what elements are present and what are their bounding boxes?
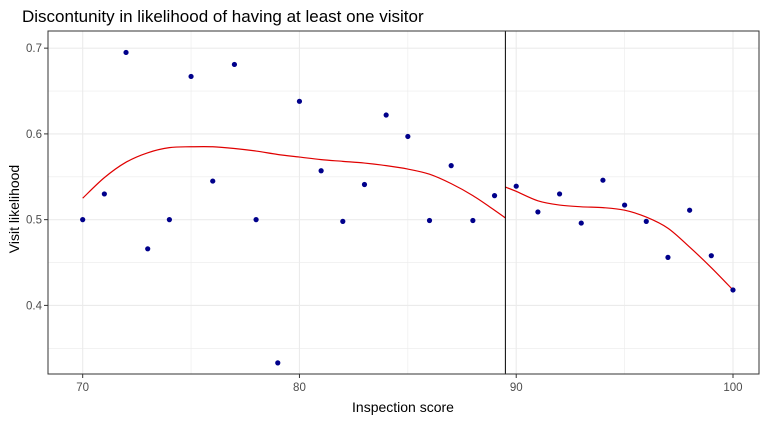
data-point <box>80 217 86 223</box>
data-point <box>318 168 324 174</box>
data-point <box>687 207 693 213</box>
data-point <box>643 218 649 224</box>
x-tick-label: 70 <box>76 382 89 394</box>
y-axis-title: Visit likelihood <box>6 165 22 253</box>
y-tick-label: 0.5 <box>26 215 42 227</box>
data-point <box>166 217 172 223</box>
grid-lines <box>48 31 759 374</box>
data-point <box>296 98 303 104</box>
y-tick-label: 0.7 <box>26 43 42 55</box>
data-point <box>123 49 129 56</box>
data-point <box>730 287 736 293</box>
data-point <box>556 191 563 197</box>
axis-ticks: 70 80 90 100 0.4 0.5 0.6 0.7 <box>26 43 743 394</box>
data-point <box>145 246 151 252</box>
fit-curves <box>82 145 734 291</box>
y-tick-label: 0.6 <box>26 129 42 141</box>
data-point <box>535 209 541 215</box>
data-point <box>665 254 671 260</box>
fit-curve-left <box>82 145 506 219</box>
data-point <box>340 218 346 224</box>
data-points <box>80 49 736 366</box>
data-point <box>622 202 628 208</box>
fit-curve-right <box>505 186 734 291</box>
data-point <box>231 61 238 68</box>
data-point <box>578 220 584 226</box>
y-tick-label: 0.4 <box>26 300 43 312</box>
data-point <box>405 133 411 140</box>
panel-border <box>47 30 760 375</box>
data-point <box>600 177 606 183</box>
data-point <box>210 178 216 184</box>
data-point <box>188 73 194 80</box>
data-point <box>361 181 368 188</box>
data-point <box>383 112 389 118</box>
data-point <box>708 253 714 259</box>
data-point <box>101 191 107 197</box>
data-point <box>491 193 498 199</box>
chart-title: Discontunity in likelihood of having at … <box>22 7 424 26</box>
x-tick-label: 90 <box>510 382 523 394</box>
data-point <box>448 163 454 169</box>
x-axis-title: Inspection score <box>352 399 454 415</box>
data-point <box>275 360 281 366</box>
data-point <box>253 217 259 223</box>
data-point <box>470 217 476 224</box>
data-point <box>426 217 433 224</box>
x-tick-label: 80 <box>293 382 306 394</box>
data-point <box>513 183 519 189</box>
x-tick-label: 100 <box>723 382 742 394</box>
